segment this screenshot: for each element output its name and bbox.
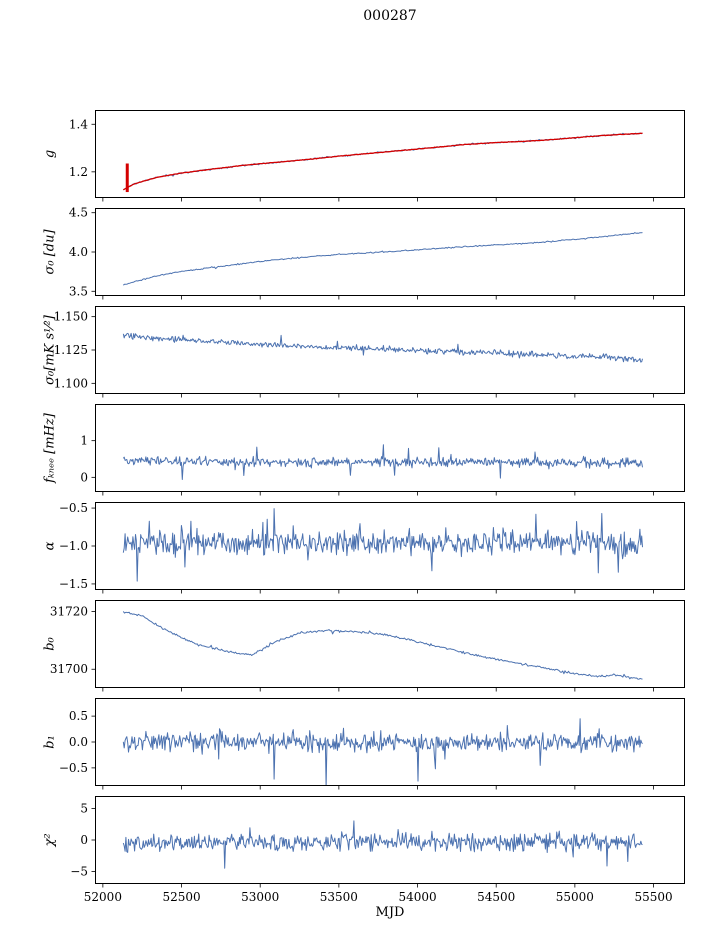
svg-text:1.4: 1.4 <box>69 117 88 131</box>
svg-text:3.5: 3.5 <box>69 284 88 298</box>
svg-text:0: 0 <box>80 470 88 484</box>
plot-area-alpha: −1.5 −1.0 −0.5 <box>59 501 685 594</box>
plot-area-fknee: 01 <box>80 404 685 496</box>
svg-text:31700: 31700 <box>50 662 88 676</box>
subplot-b0: b₀ 31700 31720 <box>0 600 725 692</box>
svg-text:54000: 54000 <box>398 890 436 904</box>
plot-area-b1: −0.5 0.0 0.5 <box>59 698 685 790</box>
svg-text:0.5: 0.5 <box>69 709 88 723</box>
svg-text:1: 1 <box>80 434 88 448</box>
plot-area-b0: 31700 31720 <box>50 600 685 692</box>
subplot-sigma0-du: σ₀ [du] 3.5 4.0 4.5 <box>0 206 725 300</box>
subplot-b1: b₁ −0.5 0.0 0.5 <box>0 698 725 790</box>
svg-text:53000: 53000 <box>241 890 279 904</box>
y-axis-label-b0: b₀ <box>42 637 58 651</box>
svg-text:−1.5: −1.5 <box>59 577 88 591</box>
svg-text:52000: 52000 <box>84 890 122 904</box>
y-axis-label-g: g <box>42 149 58 159</box>
plot-area-sigma0-mks: 1.100 1.125 1.150 <box>54 306 685 398</box>
svg-text:−0.5: −0.5 <box>59 501 88 515</box>
svg-text:4.0: 4.0 <box>69 245 88 259</box>
svg-text:1.100: 1.100 <box>54 376 88 390</box>
svg-text:54500: 54500 <box>477 890 515 904</box>
plot-area-g: 1.2 1.4 <box>69 110 685 202</box>
svg-text:4.5: 4.5 <box>69 206 88 220</box>
svg-text:5: 5 <box>80 802 88 816</box>
svg-text:55500: 55500 <box>634 890 672 904</box>
subplot-sigma0-mks: σ₀[mK s¹⁄²] 1.100 1.125 1.150 <box>0 306 725 398</box>
plot-area-sigma0-du: 3.5 4.0 4.5 <box>69 206 685 300</box>
subplot-alpha: α −1.5 −1.0 −0.5 <box>0 501 725 594</box>
svg-text:55000: 55000 <box>556 890 594 904</box>
subplot-g: g 1.2 1.4 <box>0 110 725 202</box>
svg-text:1.2: 1.2 <box>69 165 88 179</box>
figure-title: 000287 <box>363 8 417 24</box>
svg-text:−5: −5 <box>70 864 88 878</box>
svg-text:1.150: 1.150 <box>54 310 88 324</box>
y-axis-label-fknee: fₖₙₑₑ [mHz] <box>42 413 58 483</box>
svg-text:0: 0 <box>80 833 88 847</box>
y-axis-label-sigma0-du: σ₀ [du] <box>42 229 58 275</box>
svg-text:31720: 31720 <box>50 605 88 619</box>
svg-text:53500: 53500 <box>320 890 358 904</box>
svg-text:0.0: 0.0 <box>69 735 88 749</box>
y-axis-label-alpha: α <box>42 541 58 551</box>
svg-text:−1.0: −1.0 <box>59 539 88 553</box>
svg-text:−0.5: −0.5 <box>59 761 88 775</box>
y-axis-label-chi2: χ² <box>42 833 58 847</box>
svg-text:52500: 52500 <box>162 890 200 904</box>
x-axis-label: MJD <box>375 905 405 920</box>
subplot-chi2: χ² −5 0 5 52000 52500 53000 53500 54000 54500 550… <box>0 796 725 904</box>
plot-area-chi2: −5 0 5 52000 52500 53000 53500 54000 54500 55000 5… <box>70 796 685 904</box>
svg-text:1.125: 1.125 <box>54 343 88 357</box>
y-axis-label-b1: b₁ <box>42 735 58 749</box>
